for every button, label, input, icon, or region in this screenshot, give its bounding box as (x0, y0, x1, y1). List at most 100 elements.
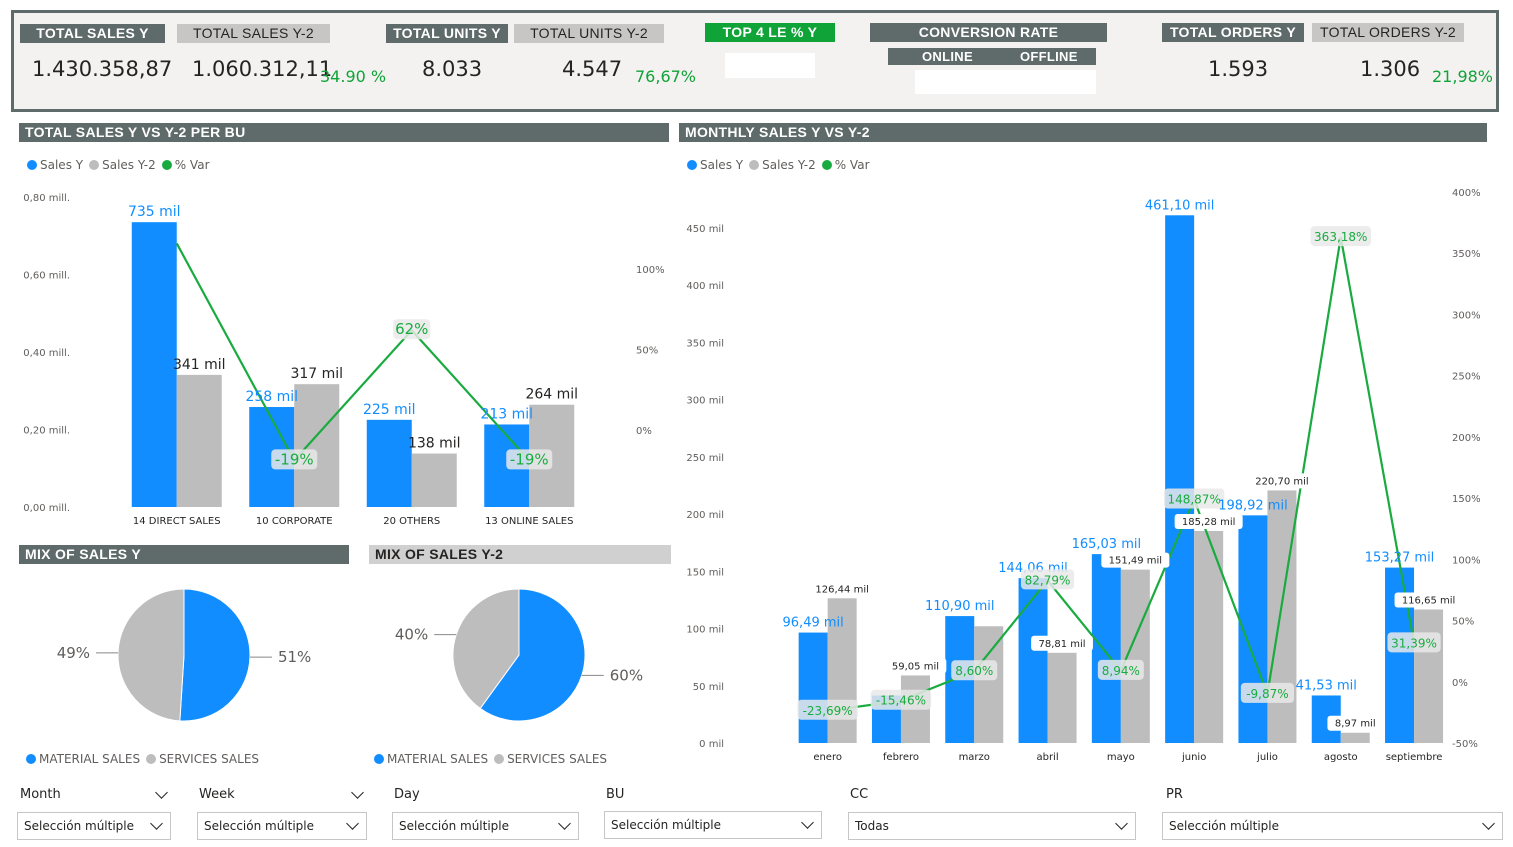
y-tick-label: 350 mil (686, 338, 724, 349)
legend-item-services[interactable]: SERVICES SALES (146, 752, 259, 766)
data-label-sales-y2: 126,44 mil (815, 584, 868, 595)
data-label-var: 62% (395, 320, 428, 338)
legend-dot-icon (146, 754, 157, 764)
data-label-sales-y2: 138 mil (408, 436, 461, 452)
data-label-bg (1240, 682, 1295, 703)
y-tick-label: 300 mil (686, 396, 724, 407)
var-line (175, 242, 531, 463)
legend-item-var[interactable]: % Var (161, 158, 210, 172)
legend-label: SERVICES SALES (159, 752, 260, 766)
legend-dot-icon (27, 160, 37, 170)
slicer-value: Selección múltiple (24, 819, 135, 833)
legend-item-var[interactable]: % Var (821, 158, 870, 172)
data-label-sales-y: 258 mil (245, 389, 298, 405)
y-tick-label: 250 mil (686, 453, 724, 464)
slicer-cc-dropdown[interactable]: Todas (848, 812, 1136, 840)
legend-label: MATERIAL SALES (387, 752, 489, 766)
bar-sales-y2 (1120, 569, 1150, 743)
data-label-bg (393, 319, 431, 340)
pie-label: 40% (395, 626, 428, 644)
slicer-pr-dropdown[interactable]: Selección múltiple (1162, 812, 1503, 840)
slicer-value: Selección múltiple (1169, 819, 1280, 833)
total-units-y2-label: TOTAL UNITS Y-2 (514, 24, 664, 43)
chevron-down-icon[interactable] (351, 786, 364, 799)
bar-sales-y (798, 632, 828, 743)
total-units-y2-value: 4.547 (562, 57, 623, 81)
bu-chart[interactable]: 0,00 mill. 0,20 mill. 0,40 mill. 0,60 mill.… (0, 180, 680, 535)
data-label-var: -9,87% (1246, 687, 1288, 701)
total-units-y-label: TOTAL UNITS Y (386, 24, 508, 43)
legend-item-sales-y2[interactable]: Sales Y-2 (749, 158, 816, 172)
total-sales-y2-label: TOTAL SALES Y-2 (177, 24, 330, 43)
x-tick-label: 20 OTHERS (383, 516, 440, 527)
slicer-cc-label: CC (850, 787, 869, 802)
monthly-chart[interactable]: 0 mil 50 mil 100 mil 150 mil 200 mil 250 mil 3… (675, 180, 1510, 770)
y2-tick-label: -50% (1452, 739, 1478, 750)
data-label-sales-y2: 8,97 mil (1335, 719, 1376, 730)
y2-tick-label: 150% (1452, 494, 1481, 505)
data-label-var: -19% (510, 450, 549, 468)
slicer-value: Selección múltiple (204, 819, 315, 833)
x-tick-label: abril (1036, 752, 1058, 763)
data-label-bg (1174, 513, 1243, 529)
top4-label: TOP 4 LE % Y (705, 23, 835, 42)
pie-label: 51% (278, 648, 311, 666)
legend-item-material[interactable]: MATERIAL SALES (26, 752, 140, 766)
data-label-sales-y: 198,92 mil (1218, 498, 1288, 513)
data-label-bg (870, 689, 932, 710)
legend-dot-icon (687, 160, 697, 170)
legend-item-material[interactable]: MATERIAL SALES (374, 752, 488, 766)
x-tick-label: enero (813, 752, 842, 763)
data-label-sales-y2: 341 mil (173, 357, 226, 373)
total-orders-y2-value: 1.306 (1360, 57, 1421, 81)
data-label-var: -23,69% (803, 704, 853, 718)
y2-tick-label: 400% (1452, 188, 1481, 199)
x-tick-label: 13 ONLINE SALES (485, 516, 573, 527)
data-label-var: 8,94% (1102, 664, 1140, 678)
data-label-var: 148,87% (1167, 492, 1220, 506)
monthly-chart-legend: Sales Y Sales Y-2 % Var (687, 158, 876, 172)
slicer-bu-dropdown[interactable]: Selección múltiple (604, 811, 822, 839)
total-sales-y-label: TOTAL SALES Y (20, 24, 165, 43)
slicer-week-dropdown[interactable]: Selección múltiple (197, 812, 367, 840)
data-label-var: -19% (275, 450, 314, 468)
legend-item-sales-y2[interactable]: Sales Y-2 (89, 158, 156, 172)
mix-y-pie[interactable]: 51% 49% (40, 580, 340, 735)
bar-sales-y (366, 419, 412, 507)
legend-item-sales-y[interactable]: Sales Y (687, 158, 743, 172)
legend-dot-icon (26, 754, 36, 764)
legend-dot-icon (161, 160, 172, 170)
legend-item-sales-y[interactable]: Sales Y (27, 158, 83, 172)
bar-sales-y2 (1340, 732, 1370, 743)
data-label-bg (1394, 592, 1463, 608)
data-label-sales-y: 461,10 mil (1145, 198, 1215, 213)
data-label-var: 82,79% (1025, 573, 1071, 587)
bar-sales-y (131, 222, 177, 507)
bar-sales-y (1018, 578, 1048, 743)
total-sales-y-value: 1.430.358,87 (32, 57, 173, 81)
chevron-down-icon[interactable] (155, 786, 168, 799)
bu-chart-title: TOTAL SALES Y VS Y-2 PER BU (19, 123, 669, 142)
y2-tick-label: 100% (1452, 555, 1481, 566)
data-label-bg (1310, 226, 1371, 247)
total-orders-y-value: 1.593 (1208, 57, 1269, 81)
data-label-var: -15,46% (876, 694, 926, 708)
slicer-month-dropdown[interactable]: Selección múltiple (17, 812, 171, 840)
conversion-rate-label: CONVERSION RATE (870, 23, 1107, 42)
y-tick-label: 450 mil (686, 224, 724, 235)
offline-label: OFFLINE (1020, 49, 1078, 64)
monthly-chart-title: MONTHLY SALES Y VS Y-2 (679, 123, 1487, 142)
legend-item-services[interactable]: SERVICES SALES (494, 752, 607, 766)
legend-label: Sales Y-2 (762, 158, 816, 172)
chevron-down-icon (1482, 817, 1495, 830)
mix-y2-pie[interactable]: 60% 40% (375, 580, 675, 735)
x-tick-label: febrero (883, 752, 919, 763)
slicer-day-dropdown[interactable]: Selección múltiple (392, 812, 579, 840)
data-label-sales-y2: 116,65 mil (1402, 596, 1455, 607)
data-label-sales-y: 213 mil (480, 406, 533, 422)
y2-tick-label: 0% (1452, 678, 1468, 689)
data-label-sales-y: 41,53 mil (1296, 678, 1357, 693)
slicer-pr-label: PR (1166, 787, 1183, 802)
pie-label: 60% (610, 666, 643, 684)
x-tick-label: 10 CORPORATE (256, 516, 333, 527)
